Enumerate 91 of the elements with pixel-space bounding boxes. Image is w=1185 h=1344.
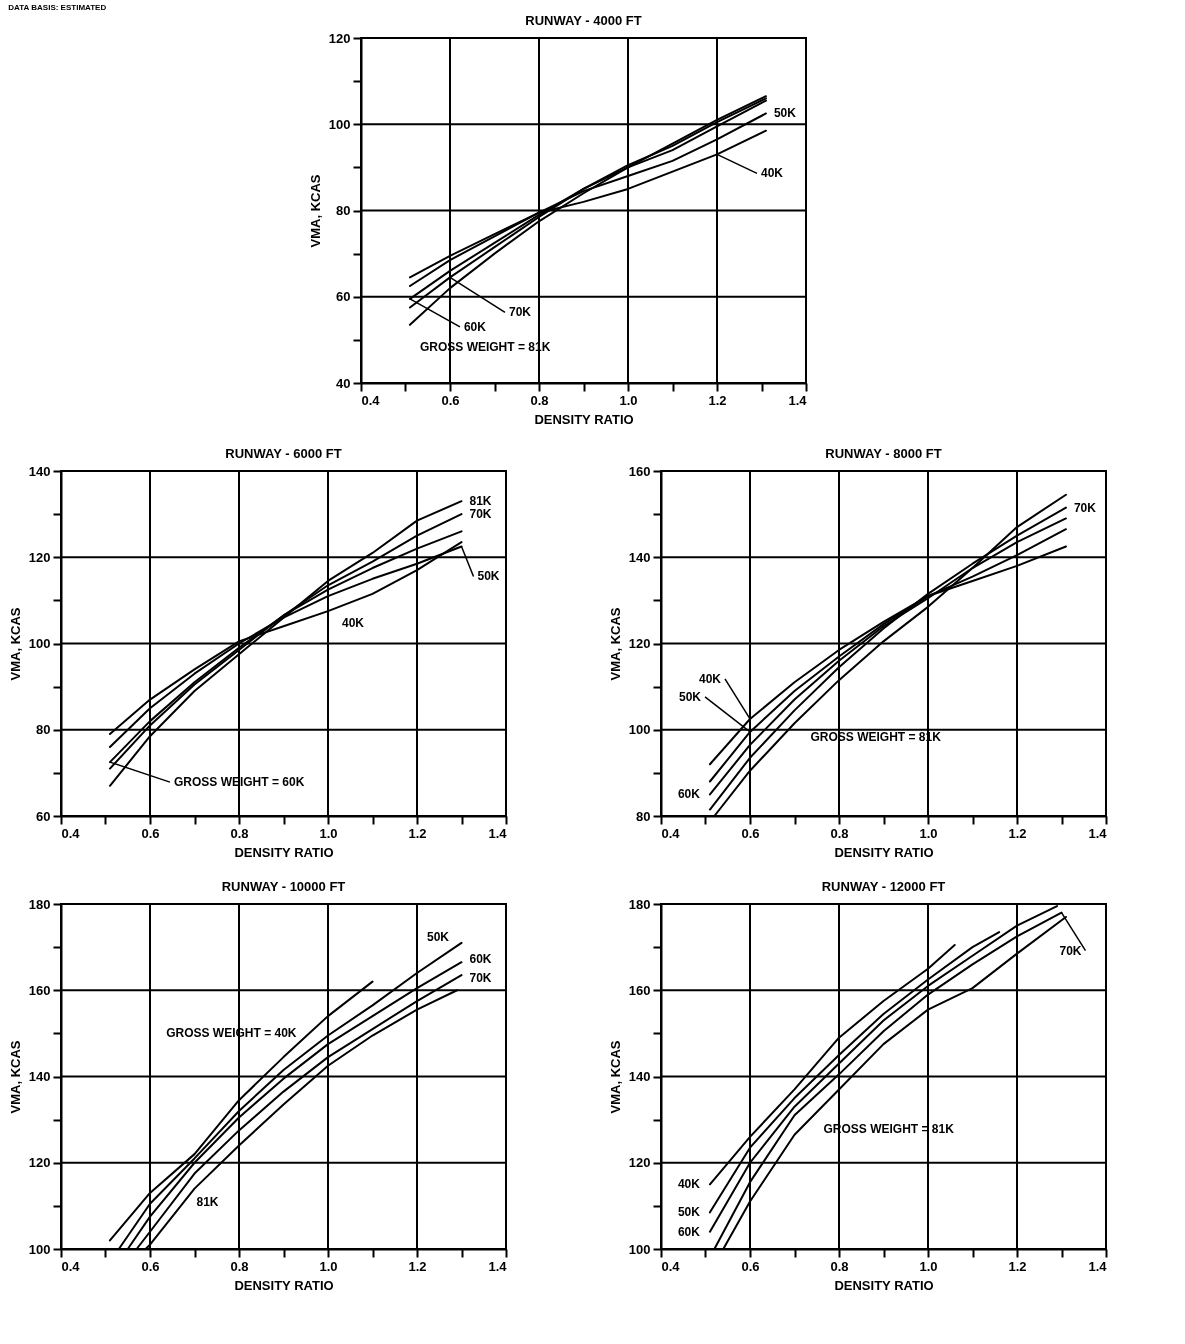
x-tick-label: 0.4 [61, 825, 81, 841]
series-label: 40K [342, 616, 365, 631]
y-tick-label: 100 [28, 636, 51, 651]
y-tick-label: 120 [628, 636, 651, 651]
y-axis-title: VMA, KCAS [607, 1040, 623, 1114]
x-tick-label: 1.0 [319, 825, 338, 841]
y-tick-label: 120 [28, 549, 51, 565]
y-tick-label: 60 [336, 289, 351, 305]
x-tick-label: 0.4 [61, 1258, 81, 1274]
y-tick-label: 100 [328, 116, 351, 132]
series-label: 50K [427, 930, 450, 944]
series-label: 70K [469, 971, 492, 986]
text: 40K [698, 671, 722, 686]
series-label: 60K [677, 787, 701, 802]
series-label: 50K [773, 106, 797, 121]
y-tick-label: 160 [628, 463, 651, 479]
x-tick-label: 0.6 [741, 825, 760, 841]
y-tick-label: 100 [628, 1241, 651, 1257]
x-tick-label: 0.8 [830, 1258, 849, 1274]
y-tick-label: 100 [628, 722, 651, 738]
y-tick-label: 100 [28, 1241, 51, 1257]
x-axis-title: DENSITY RATIO [234, 844, 334, 860]
text: 60K [463, 319, 487, 334]
y-tick-label: 80 [336, 203, 351, 218]
y-axis-title: VMA, KCAS [7, 607, 23, 681]
x-tick-label: 0.8 [830, 825, 849, 841]
y-tick-label: 180 [628, 896, 651, 912]
y-tick-label: 60 [36, 808, 51, 824]
y-axis-title: VMA, KCAS [607, 607, 623, 681]
chart-title: RUNWAY - 6000 FT [225, 446, 342, 461]
series-label: 70K [1073, 500, 1097, 515]
text: DATA BASIS: ESTIMATED [8, 3, 107, 12]
x-tick-label: 1.0 [919, 825, 938, 841]
y-tick-label: 40 [336, 375, 351, 391]
x-tick-label: 0.6 [141, 1258, 160, 1274]
text: 70K [1059, 943, 1082, 958]
series-label: 81K [469, 494, 492, 509]
x-tick-label: 0.4 [661, 825, 681, 841]
text: 50K [678, 689, 702, 704]
text: 70K [509, 305, 532, 320]
x-tick-label: 1.0 [919, 1258, 938, 1274]
y-tick-label: 160 [628, 982, 651, 998]
x-tick-label: 0.6 [741, 1258, 760, 1274]
x-tick-label: 0.8 [530, 392, 549, 408]
y-axis-title: VMA, KCAS [307, 174, 323, 248]
x-tick-label: 1.2 [1008, 1258, 1027, 1274]
y-tick-label: 120 [628, 1155, 651, 1171]
x-tick-label: 0.6 [141, 825, 160, 841]
x-axis-title: DENSITY RATIO [834, 1277, 934, 1293]
y-tick-label: 80 [36, 722, 51, 738]
x-axis-title: DENSITY RATIO [234, 1277, 334, 1293]
x-tick-label: 0.8 [230, 825, 249, 841]
text: 50K [477, 569, 500, 584]
y-tick-label: 140 [628, 1069, 651, 1084]
y-tick-label: 120 [328, 30, 351, 46]
x-tick-label: 1.4 [1088, 825, 1108, 841]
x-tick-label: 0.8 [230, 1258, 249, 1274]
x-tick-label: 1.4 [788, 392, 808, 408]
x-tick-label: 0.6 [441, 392, 460, 408]
chart-title: RUNWAY - 8000 FT [825, 446, 942, 461]
x-tick-label: 1.4 [488, 1258, 508, 1274]
series-label: 81K [196, 1194, 219, 1209]
y-tick-label: 80 [636, 808, 651, 824]
text: 40K [761, 166, 784, 181]
y-tick-label: 160 [28, 982, 51, 998]
x-tick-label: 0.4 [661, 1258, 681, 1274]
series-label: 70K [469, 507, 492, 522]
x-axis-title: DENSITY RATIO [834, 844, 934, 860]
x-tick-label: 1.0 [319, 1258, 338, 1274]
series-label: 50K [677, 1205, 701, 1220]
y-tick-label: 120 [28, 1155, 51, 1171]
y-tick-label: 180 [28, 896, 51, 912]
x-tick-label: 1.2 [708, 392, 727, 408]
x-tick-label: 1.2 [1008, 825, 1027, 841]
chart-title: RUNWAY - 10000 FT [221, 879, 346, 894]
series-label: 40K [677, 1177, 701, 1192]
y-tick-label: 140 [28, 1069, 51, 1084]
x-tick-label: 1.0 [619, 392, 638, 408]
x-tick-label: 1.4 [488, 825, 508, 841]
x-tick-label: 0.4 [361, 392, 381, 408]
x-tick-label: 1.2 [408, 1258, 427, 1274]
series-label: 60K [469, 952, 492, 967]
chart-title: RUNWAY - 4000 FT [525, 13, 642, 28]
x-axis-title: DENSITY RATIO [534, 411, 634, 427]
y-tick-label: 140 [28, 463, 51, 479]
x-tick-label: 1.2 [408, 825, 427, 841]
x-tick-label: 1.4 [1088, 1258, 1108, 1274]
chart-title: RUNWAY - 12000 FT [821, 879, 946, 894]
y-axis-title: VMA, KCAS [7, 1040, 23, 1114]
series-label: 60K [677, 1224, 701, 1239]
y-tick-label: 140 [628, 549, 651, 565]
